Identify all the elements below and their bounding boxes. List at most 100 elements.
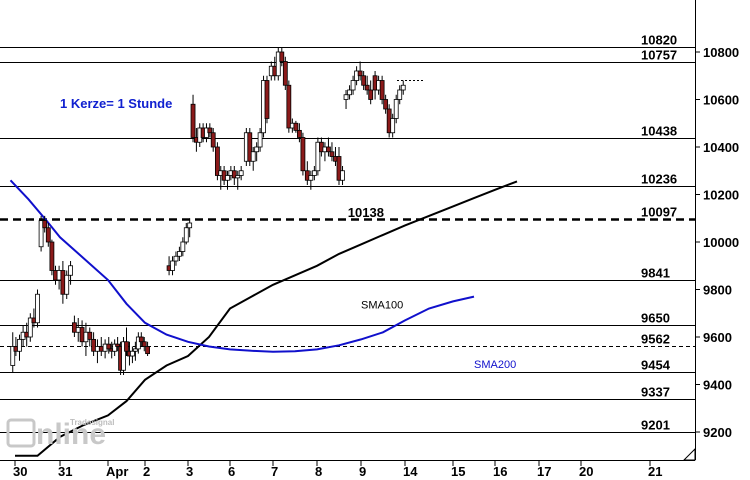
candle bbox=[141, 337, 147, 352]
level-label-10820: 10820 bbox=[641, 33, 677, 48]
y-tick-label: 10800 bbox=[703, 45, 739, 60]
svg-text:Tradesignal: Tradesignal bbox=[70, 418, 114, 427]
level-label-9201: 9201 bbox=[641, 418, 670, 433]
candle bbox=[214, 142, 220, 181]
candle bbox=[183, 223, 189, 245]
candle bbox=[87, 327, 93, 347]
candle bbox=[124, 327, 129, 356]
x-tick-label: 30 bbox=[13, 464, 27, 479]
candle bbox=[91, 332, 96, 356]
candle bbox=[173, 251, 179, 266]
candle bbox=[210, 128, 216, 152]
x-tick-label: 31 bbox=[58, 464, 72, 479]
candle bbox=[38, 215, 44, 252]
candle bbox=[315, 137, 321, 176]
y-tick-label: 10000 bbox=[703, 235, 739, 250]
candle bbox=[286, 80, 292, 133]
candle bbox=[115, 337, 121, 352]
candle bbox=[250, 147, 256, 171]
candle bbox=[364, 75, 370, 95]
x-tick-label: 2 bbox=[143, 464, 150, 479]
sma-label-sma200: SMA200 bbox=[474, 359, 516, 371]
candle bbox=[187, 218, 193, 238]
candle bbox=[45, 223, 51, 247]
candle bbox=[135, 332, 141, 354]
y-tick-label: 9800 bbox=[703, 283, 732, 298]
candle bbox=[49, 239, 55, 276]
candle bbox=[257, 128, 263, 152]
y-tick-label: 9200 bbox=[703, 425, 732, 440]
tradesignal-online-watermark: nline Tradesignal bbox=[6, 418, 114, 451]
candle bbox=[235, 170, 241, 190]
candle bbox=[279, 47, 285, 67]
x-tick-label: 16 bbox=[493, 464, 507, 479]
x-tick-label: 17 bbox=[537, 464, 551, 479]
x-tick-label: 14 bbox=[403, 464, 418, 479]
sma-line-sma200 bbox=[9, 179, 475, 353]
svg-text:nline: nline bbox=[36, 418, 106, 451]
candle bbox=[231, 166, 237, 185]
candle bbox=[343, 90, 349, 109]
candle bbox=[383, 94, 389, 114]
level-label-10438: 10438 bbox=[641, 124, 677, 139]
x-tick-label: 7 bbox=[271, 464, 278, 479]
candle bbox=[68, 261, 73, 285]
sma-line-sma100 bbox=[15, 180, 518, 457]
candle bbox=[311, 166, 317, 181]
candle bbox=[27, 313, 33, 342]
candle bbox=[247, 128, 253, 166]
candle bbox=[17, 334, 22, 361]
candle bbox=[35, 289, 40, 328]
candle bbox=[275, 47, 281, 81]
candle bbox=[132, 341, 138, 361]
x-tick-label: 9 bbox=[359, 464, 366, 479]
candle bbox=[138, 332, 144, 347]
level-label-9454: 9454 bbox=[641, 358, 671, 373]
candle bbox=[10, 332, 16, 373]
level-label-9650: 9650 bbox=[641, 311, 670, 326]
candle bbox=[308, 170, 314, 190]
x-tick-label: Apr bbox=[106, 464, 128, 479]
candle bbox=[180, 237, 186, 257]
x-tick-label: 20 bbox=[579, 464, 593, 479]
level-label-9841: 9841 bbox=[641, 266, 670, 281]
candle bbox=[340, 166, 345, 185]
y-tick-label: 10200 bbox=[703, 188, 739, 203]
y-tick-label: 10400 bbox=[703, 140, 739, 155]
corner-marker bbox=[682, 447, 696, 461]
candle bbox=[293, 120, 299, 133]
candle bbox=[130, 346, 135, 364]
candle bbox=[347, 85, 352, 100]
level-label-10236: 10236 bbox=[641, 172, 677, 187]
candle bbox=[300, 132, 306, 176]
candle bbox=[390, 113, 396, 138]
level-label-9337: 9337 bbox=[641, 385, 670, 400]
candle bbox=[207, 123, 213, 138]
x-tick-label: 8 bbox=[315, 464, 322, 479]
candle bbox=[170, 256, 175, 276]
sma-label-sma100: SMA100 bbox=[361, 300, 403, 312]
x-tick-label: 6 bbox=[228, 464, 235, 479]
candle bbox=[264, 75, 270, 124]
annotation-10138: 10138 bbox=[348, 205, 384, 220]
x-tick-label: 21 bbox=[648, 464, 662, 479]
candle bbox=[238, 166, 244, 181]
chart-note: 1 Kerze= 1 Stunde bbox=[60, 96, 172, 111]
candle bbox=[397, 85, 403, 105]
x-tick-label: 15 bbox=[451, 464, 465, 479]
y-tick-label: 9400 bbox=[703, 378, 732, 393]
candle bbox=[379, 75, 385, 105]
candle bbox=[326, 137, 331, 157]
level-label-10757: 10757 bbox=[641, 48, 677, 63]
candle bbox=[254, 142, 260, 162]
candle bbox=[400, 80, 406, 95]
candle bbox=[296, 123, 302, 143]
candle bbox=[42, 215, 48, 233]
candle bbox=[145, 341, 150, 356]
sma-layer: SMA100 SMA200 bbox=[9, 179, 518, 457]
candle bbox=[336, 147, 342, 185]
y-tick-label: 10600 bbox=[703, 93, 739, 108]
